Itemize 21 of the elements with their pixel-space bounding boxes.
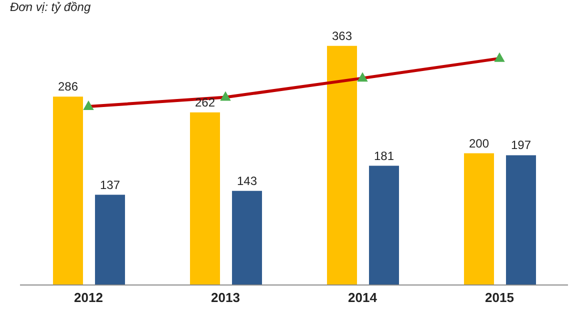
bar (464, 153, 494, 285)
bar (506, 155, 536, 285)
data-label: 262 (194, 95, 216, 110)
data-label: 200 (468, 136, 490, 150)
bar (232, 190, 262, 285)
data-label: 197 (510, 138, 532, 152)
x-tick-label: 2013 (211, 290, 240, 306)
bar (53, 96, 83, 285)
data-label: 363 (332, 28, 352, 43)
data-label: 137 (100, 178, 120, 192)
x-tick-label: 2015 (485, 290, 514, 306)
bar (95, 194, 125, 285)
x-tick-label: 2014 (348, 290, 378, 306)
data-label: 286 (58, 80, 78, 94)
bar (369, 166, 399, 285)
data-label: 181 (374, 148, 394, 163)
bar (327, 46, 357, 285)
data-label: 143 (236, 174, 258, 188)
x-tick-label: 2012 (74, 290, 103, 306)
chart-subtitle: Đơn vị: tỷ đồng (10, 0, 91, 14)
bar (190, 112, 220, 285)
